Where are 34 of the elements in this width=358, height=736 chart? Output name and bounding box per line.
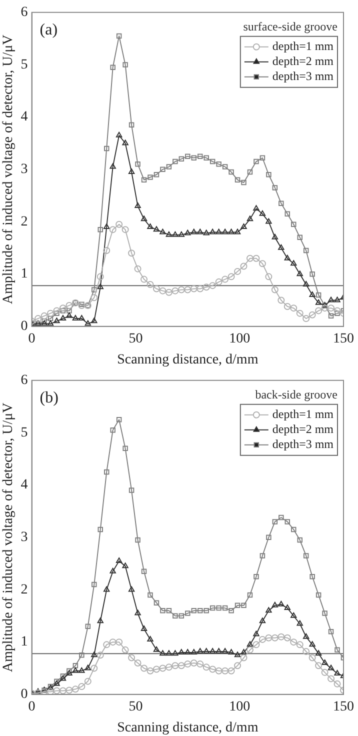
x-tick-label: 150 [333,699,354,714]
x-tick-label: 100 [229,331,250,346]
legend-label: depth=1 mm [272,407,334,422]
legend-label: depth=3 mm [272,69,334,84]
legend-label: depth=2 mm [272,54,334,68]
y-tick-label: 2 [20,582,28,598]
y-tick-label: 6 [20,373,28,388]
legend-label: depth=1 mm [272,39,334,54]
y-tick-label: 4 [20,110,28,125]
y-axis-title: Amplitude of induced voltage of detector, U/μV [1,34,16,304]
y-tick-label: 1 [20,266,28,282]
x-tick-label: 100 [229,699,250,714]
y-tick-label: 3 [20,530,28,546]
y-tick-label: 2 [20,214,28,230]
y-tick-label: 4 [20,478,28,493]
annotation: (b) [40,390,58,407]
x-axis-title: Scanning distance, d/mm [117,720,258,736]
y-axis-title: Amplitude of induced voltage of detector, U/μV [1,402,16,672]
annotation: (a) [40,22,58,39]
x-tick-label: 50 [128,331,143,346]
y-tick-label: 5 [20,57,28,72]
y-tick-label: 6 [20,5,28,20]
y-tick-label: 0 [20,319,28,334]
legend-label: depth=3 mm [272,437,334,452]
y-tick-label: 1 [20,634,28,650]
x-tick-label: 150 [333,331,354,346]
y-tick-label: 5 [20,425,28,440]
x-axis-title: Scanning distance, d/mm [117,352,258,368]
legend-label: depth=2 mm [272,422,334,436]
legend-title: surface-side groove [243,20,338,34]
x-tick-label: 50 [128,699,143,714]
legend-title: back-side groove [255,388,338,402]
y-tick-label: 3 [20,162,28,178]
y-tick-label: 0 [20,687,28,702]
